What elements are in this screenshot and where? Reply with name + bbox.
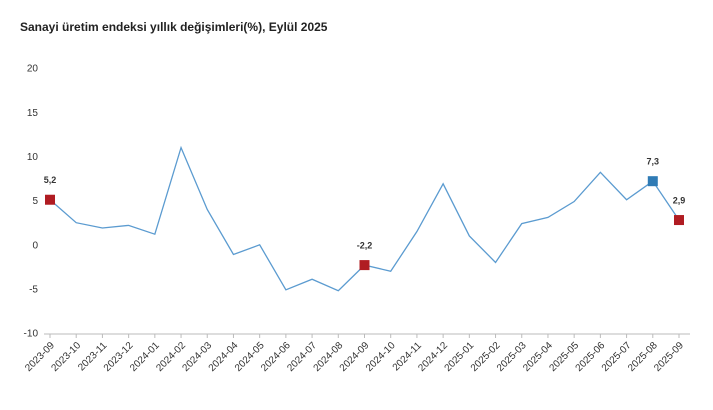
y-tick-label: 15: [27, 108, 39, 119]
value-label: 5,2: [44, 175, 57, 185]
x-tick-label: 2025-09: [652, 340, 686, 374]
y-tick-label: 10: [27, 152, 39, 163]
value-label: 7,3: [647, 157, 660, 167]
y-tick-label: 0: [32, 240, 38, 251]
value-label: -2,2: [357, 240, 373, 250]
y-tick-label: -10: [24, 329, 39, 340]
chart-title: Sanayi üretim endeksi yıllık değişimleri…: [20, 20, 328, 34]
y-tick-label: -5: [29, 284, 38, 295]
y-tick-label: 5: [32, 196, 38, 207]
point-marker: [359, 260, 370, 271]
y-tick-label: 20: [27, 64, 39, 75]
point-marker: [674, 215, 684, 226]
point-marker: [45, 194, 55, 205]
value-label: 2,9: [673, 195, 686, 205]
point-marker: [647, 176, 658, 187]
